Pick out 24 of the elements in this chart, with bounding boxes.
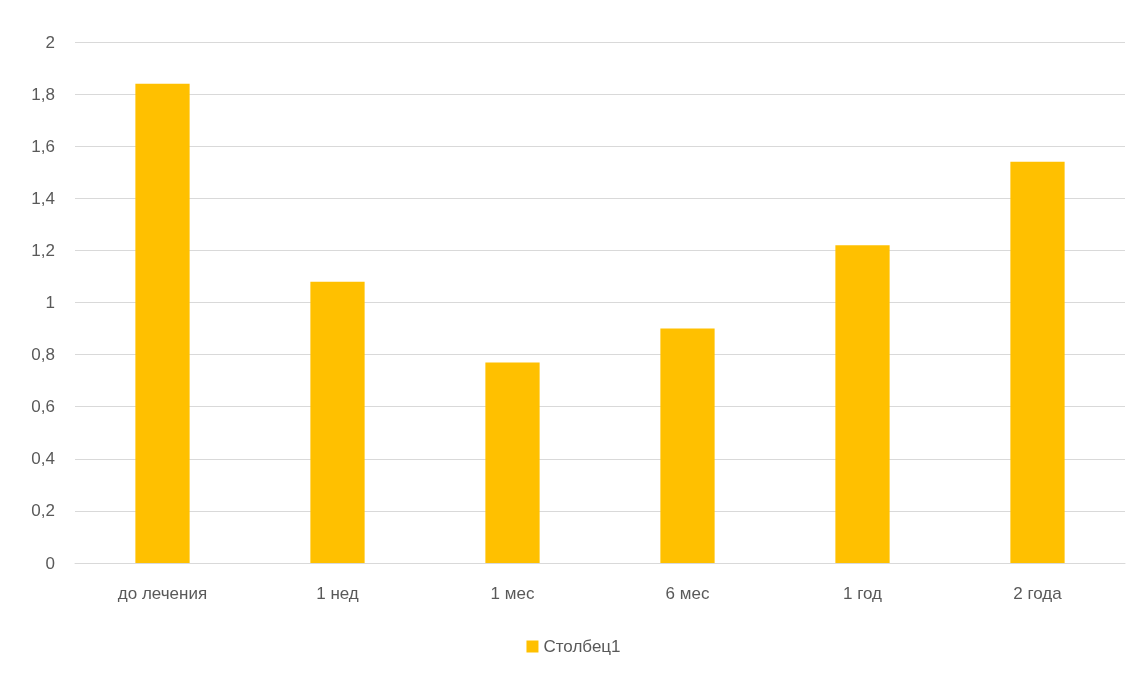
x-tick-label: 1 мес [490,584,535,603]
y-tick-label: 0 [45,553,55,573]
x-tick-label: 1 нед [316,584,359,603]
x-tick-label: 1 год [842,584,883,603]
bar [135,83,190,563]
y-tick-label: 1,4 [31,188,55,208]
bar [1010,161,1065,563]
x-tick-label: 2 года [1013,584,1063,603]
x-tick-label: до лечения [117,584,208,603]
bar [310,281,365,563]
y-tick-label: 1 [45,293,55,312]
bar [485,362,540,563]
y-tick-label: 2 [45,32,55,52]
y-tick-label: 0,4 [31,449,55,469]
y-tick-label: 0,8 [31,345,55,365]
bar [660,328,715,563]
y-tick-label: 1,8 [31,84,55,104]
y-tick-label: 0,2 [31,501,55,521]
y-tick-label: 1,2 [31,240,55,260]
legend-label: Столбец1 [543,637,621,656]
y-tick-label: 1,6 [31,136,55,156]
x-tick-label: 6 мес [665,584,710,603]
bar [835,245,890,563]
y-tick-label: 0,6 [31,397,55,417]
